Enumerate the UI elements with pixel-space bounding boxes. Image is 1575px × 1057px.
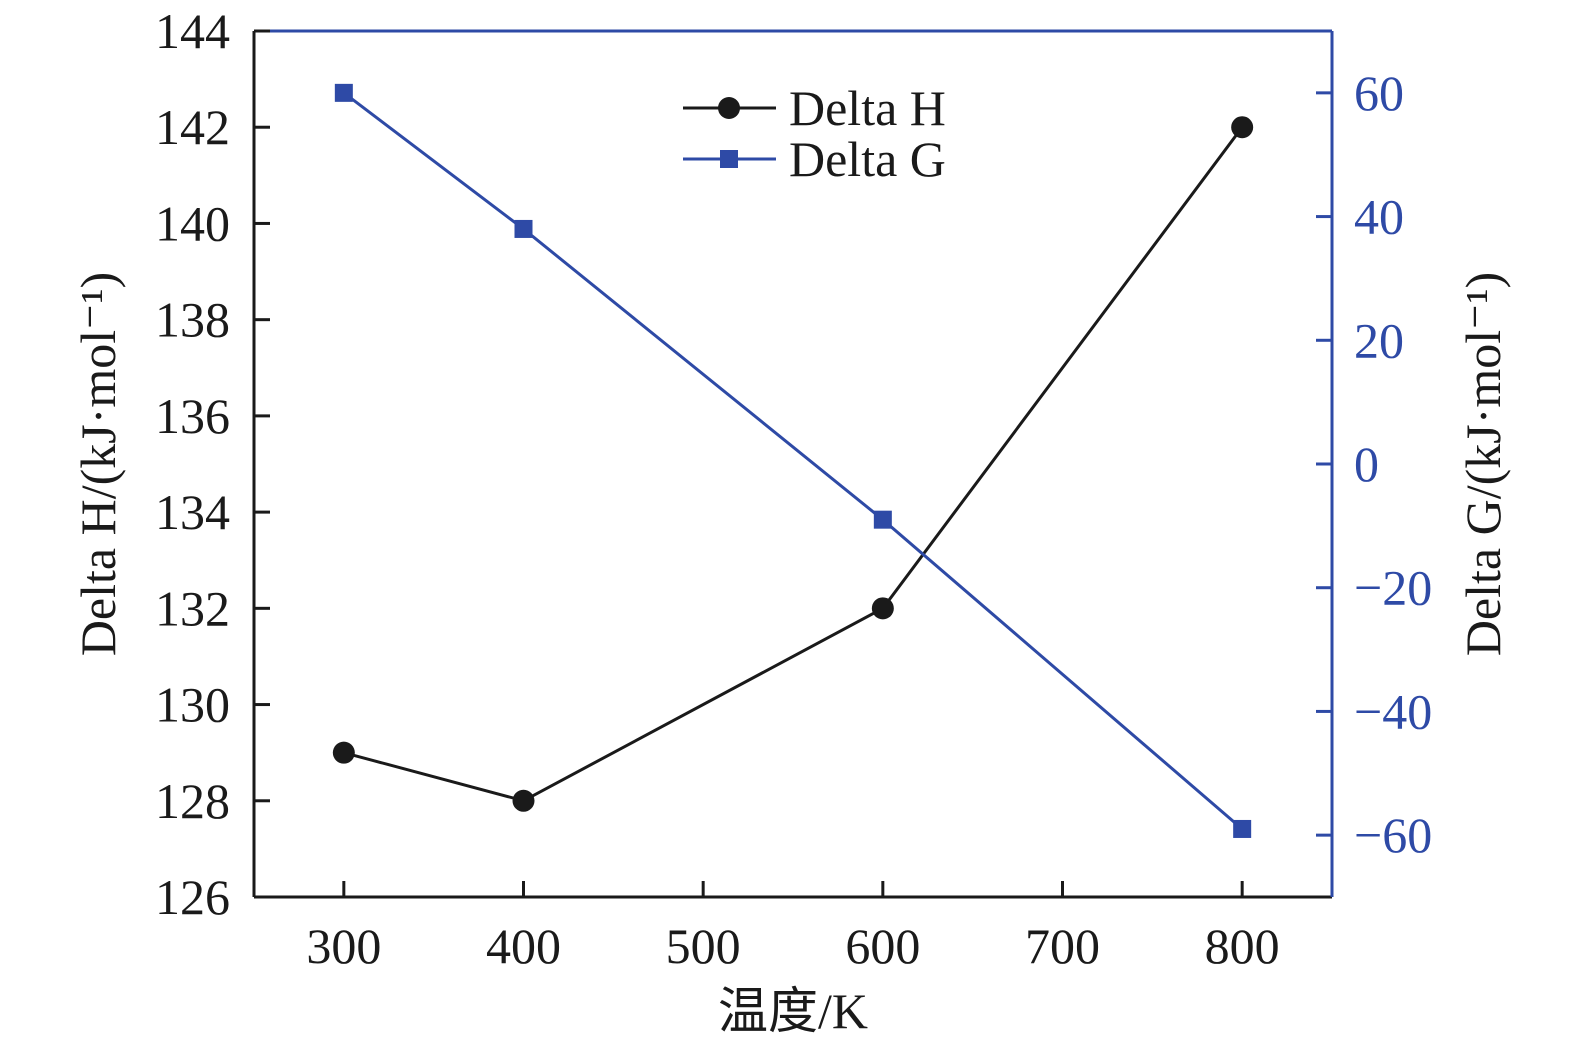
left-y-tick-label: 142 (155, 99, 230, 155)
delta-h-data-point (512, 789, 535, 812)
delta-h-series-line (343, 126, 1244, 803)
delta-h-data-point (871, 597, 894, 620)
left-y-tick-label: 144 (155, 3, 230, 59)
right-y-tick-label: 40 (1354, 189, 1404, 245)
left-y-tick-label: 134 (155, 484, 230, 540)
x-tick-label: 800 (1205, 918, 1280, 974)
right-y-tick-label: −20 (1354, 560, 1432, 616)
right-y-tick-label: −60 (1354, 807, 1432, 863)
left-y-tick-label: 126 (155, 869, 230, 925)
left-y-tick-label: 138 (155, 292, 230, 348)
delta-g-series-line (342, 91, 1244, 831)
delta-g-data-point (514, 219, 533, 238)
delta-g-data-point (1233, 819, 1252, 838)
delta-g-data-point (873, 510, 892, 529)
legend-marker-delta-g (720, 150, 738, 168)
left-y-tick-label: 132 (155, 580, 230, 636)
axes-layer: 300 400 500 600 700 8001261281301321341361381… (155, 3, 1432, 974)
legend-label-delta-h: Delta H (789, 80, 946, 136)
right-y-tick-label: 0 (1354, 436, 1379, 492)
x-tick-label: 600 (845, 918, 920, 974)
left-y-tick-label: 140 (155, 195, 230, 251)
left-y-tick-label: 130 (155, 677, 230, 733)
series-layer (332, 83, 1254, 838)
axis-labels: 温度/K Delta H/(kJ·mol⁻¹) Delta G/(kJ·mol⁻… (70, 272, 1511, 1039)
right-y-tick-label: 60 (1354, 65, 1404, 121)
delta-h-data-point (332, 741, 355, 764)
delta-h-data-point (1231, 116, 1254, 139)
legend-marker-delta-h (718, 97, 740, 119)
left-y-axis-title: Delta H/(kJ·mol⁻¹) (70, 272, 126, 656)
left-y-tick-label: 128 (155, 773, 230, 829)
x-axis-title: 温度/K (718, 983, 868, 1039)
right-y-tick-label: 20 (1354, 312, 1404, 368)
x-tick-label: 400 (486, 918, 561, 974)
delta-g-data-point (334, 83, 353, 102)
left-y-tick-label: 136 (155, 388, 230, 444)
right-y-axis-title: Delta G/(kJ·mol⁻¹) (1455, 272, 1511, 656)
right-y-tick-label: −40 (1354, 683, 1432, 739)
x-tick-label: 700 (1025, 918, 1100, 974)
x-tick-label: 500 (666, 918, 741, 974)
legend-label-delta-g: Delta G (789, 131, 946, 187)
x-tick-label: 300 (306, 918, 381, 974)
